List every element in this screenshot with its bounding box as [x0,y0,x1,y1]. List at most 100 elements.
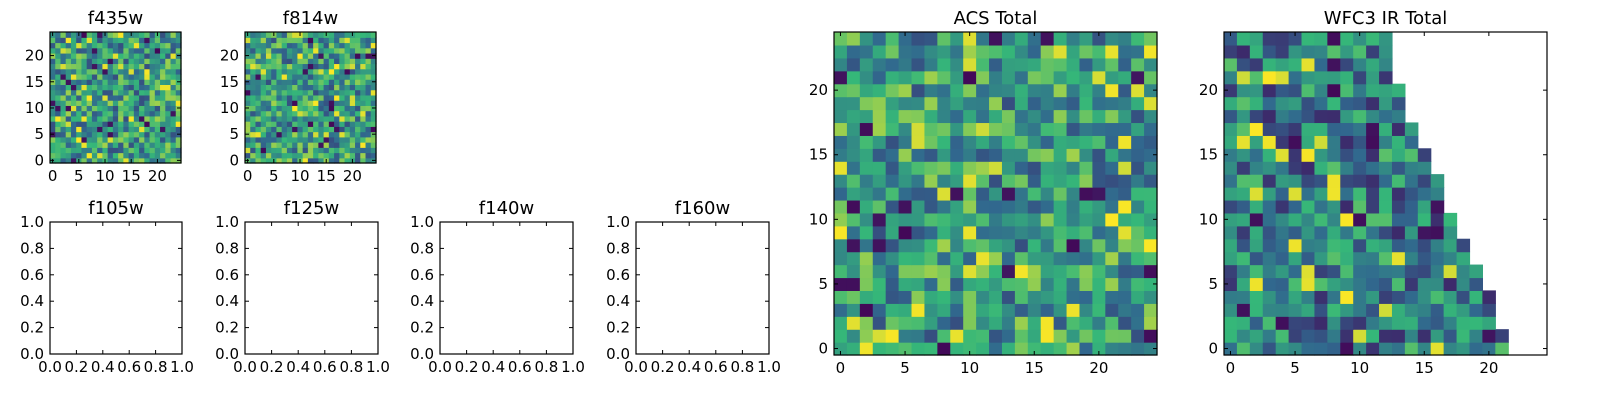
heatmap-cell [276,152,283,159]
heatmap-cell [872,148,887,162]
heatmap-cell [1456,264,1471,279]
heatmap-cell [911,135,926,149]
heatmap-cell [1340,187,1354,201]
heatmap-cell [1066,122,1081,136]
heatmap-cell [1001,316,1016,330]
heatmap-cell [344,121,351,127]
heatmap-cell [859,212,874,227]
heatmap-cell [872,187,887,201]
heatmap-cell [1340,251,1354,266]
heatmap-cell [1014,109,1029,124]
heatmap-cell [1275,251,1290,266]
heatmap-cell [1495,329,1509,343]
heatmap-cell [1327,109,1341,124]
heatmap-cell [1379,264,1393,279]
heatmap-cell [50,100,56,106]
heatmap-cell [1288,161,1303,175]
heatmap-cell [1443,264,1458,279]
heatmap-cell [60,115,67,122]
heatmap-cell [1301,70,1316,85]
heatmap-cell [1066,109,1081,124]
heatmap-cell [276,42,283,49]
heatmap-cell [86,157,93,164]
heatmap-cell [1079,277,1093,291]
heatmap-cell [1224,109,1238,124]
heatmap-cell [1040,290,1055,304]
heatmap-cell [170,136,177,143]
heatmap-cell [286,157,293,164]
heatmap-cell [1118,212,1132,227]
heatmap-cell [281,94,288,101]
heatmap-cell [149,79,156,85]
heatmap-cell [1340,83,1354,98]
heatmap-cell [1379,290,1393,304]
heatmap-cell [160,105,166,112]
heatmap-cell [898,96,913,111]
heatmap-cell [1301,342,1316,356]
heatmap-cell [1327,225,1341,240]
heatmap-cell [1288,83,1303,98]
heatmap-cell [133,157,140,164]
heatmap-cell [139,110,145,117]
heatmap-cell [265,84,272,91]
heatmap-cell [1340,44,1354,59]
heatmap-cell [91,152,98,159]
y-tick-label: 0.2 [410,319,434,337]
y-tick-label: 0.6 [410,266,434,284]
heatmap-cell [102,136,109,143]
heatmap-cell [139,79,145,85]
heatmap-cell [1404,199,1419,214]
heatmap-cell [86,42,93,49]
heatmap-cell [76,63,83,70]
heatmap-cell [1275,57,1290,72]
heatmap-cell [911,109,926,124]
heatmap-cell [937,122,951,136]
heatmap-cell [107,121,114,127]
heatmap-cell [846,148,861,162]
heatmap-cell [859,303,874,317]
heatmap-cell [102,52,109,59]
heatmap-cell [963,135,977,149]
heatmap-cell [250,84,257,91]
heatmap-cell [170,89,177,96]
heatmap-cell [339,131,346,138]
heatmap-cell [1224,135,1238,149]
heatmap-cell [323,89,330,96]
heatmap-cell [144,121,151,127]
heatmap-cell [160,68,166,75]
y-tick-label: 0.8 [20,239,44,257]
heatmap-cell [112,142,119,148]
heatmap-cell [365,68,372,75]
heatmap-cell [1118,122,1132,136]
heatmap-cell [1301,238,1316,253]
heatmap-cell [872,264,887,279]
heatmap-cell [344,157,351,164]
heatmap-cell [885,187,900,201]
heatmap-cell [898,174,913,188]
heatmap-cell [307,115,314,122]
heatmap-cell [118,115,124,122]
heatmap-cell [1327,44,1341,59]
heatmap-cell [245,110,251,117]
heatmap-cell [989,277,1003,291]
heatmap-cell [1027,148,1042,162]
heatmap-cell [1469,342,1483,356]
y-tick-label: 0.4 [606,292,630,310]
heatmap-cell [1366,212,1380,227]
heatmap-cell [1353,264,1367,279]
heatmap-cell [250,42,257,49]
heatmap-cell [128,100,135,106]
heatmap-cell [55,89,62,96]
heatmap-cell [885,303,900,317]
heatmap-cell [924,329,938,343]
heatmap-cell [1105,303,1119,317]
heatmap-cell [834,32,848,46]
heatmap-cell [133,73,140,80]
heatmap-cell [950,290,964,304]
heatmap-cell [898,83,913,98]
heatmap-cell [139,142,145,148]
x-tick-label: 0.6 [313,358,337,376]
heatmap-cell [260,126,267,133]
heatmap-cell [112,136,119,143]
heatmap-cell [1301,174,1316,188]
